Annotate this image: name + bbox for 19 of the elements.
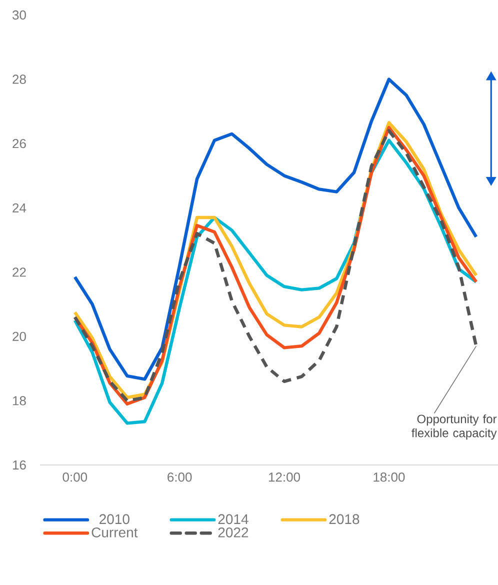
legend-label: Current	[92, 527, 138, 538]
y-tick-label: 22	[12, 268, 26, 277]
legend-label: 2018	[329, 514, 360, 524]
y-tick-label: 30	[12, 10, 26, 20]
y-tick-label: 28	[12, 74, 26, 84]
y-tick-label: 16	[12, 460, 26, 470]
legend-label: 2022	[218, 527, 248, 538]
line-series	[73, 78, 478, 381]
x-tick-label: 12:00	[268, 472, 300, 482]
y-tick-label: 26	[12, 138, 26, 148]
x-tick-label: 6:00	[167, 472, 192, 482]
legend-label: 2010	[99, 514, 130, 524]
y-tick-label: 24	[12, 203, 26, 212]
x-tick-label: 0:00	[62, 472, 87, 482]
y-tick-label: 20	[12, 332, 26, 342]
y-tick-label: 18	[12, 396, 26, 406]
legend-label: 2014	[218, 514, 248, 524]
x-tick-label: 18:00	[373, 472, 405, 482]
annotation: Opportunity for flexible capacity	[411, 414, 497, 440]
